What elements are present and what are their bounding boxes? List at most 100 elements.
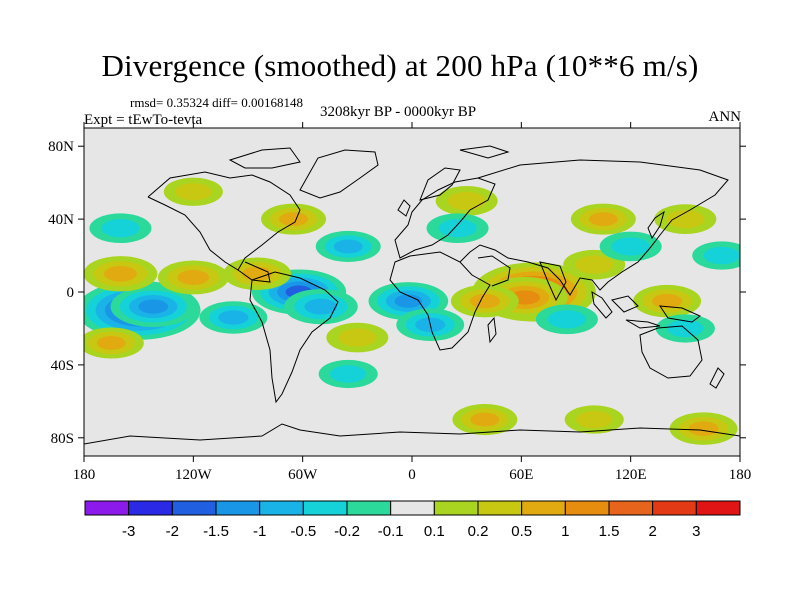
colorbar-label: -1	[253, 523, 266, 540]
colorbar-swatch	[433, 500, 479, 516]
anomaly-contour	[575, 255, 614, 274]
anomaly-contour	[469, 293, 500, 309]
anomaly-contour	[338, 328, 377, 347]
anomaly-contour	[438, 219, 477, 238]
anomaly-blob	[157, 260, 229, 295]
anomaly-blob	[450, 284, 519, 318]
colorbar-swatch	[521, 500, 566, 516]
colorbar-swatch	[171, 500, 217, 516]
anomaly-contour	[175, 183, 212, 201]
anomaly-blob	[426, 213, 489, 244]
x-tick-label: 60W	[288, 467, 318, 483]
anomaly-blob	[452, 404, 518, 436]
anomaly-contour	[394, 294, 423, 308]
anomaly-contour	[652, 293, 683, 309]
anomaly-contour	[447, 191, 486, 211]
anomaly-blob	[84, 256, 158, 292]
anomaly-blob	[326, 322, 389, 353]
anomaly-blob	[110, 286, 196, 328]
colorbar-swatch	[128, 500, 173, 516]
y-tick-label: 80N	[48, 139, 74, 155]
anomaly-blob	[315, 230, 381, 262]
colorbar-label: -3	[122, 523, 135, 540]
colorbar-label: -2	[166, 523, 179, 540]
anomaly-blob	[599, 231, 662, 262]
anomaly-blob	[435, 186, 498, 216]
anomaly-contour	[330, 365, 367, 383]
colorbar: -3 -2 -1.5 -1 -0.5 -0.2 -0.1 0.1 0.2 0.5 1 1.5 2 3	[84, 500, 741, 540]
colorbar-label: 0.2	[468, 523, 489, 540]
colorbar-label: 3	[692, 523, 700, 540]
anomaly-blob	[535, 304, 598, 335]
coastlines	[84, 145, 740, 445]
colorbar-label: 2	[648, 523, 656, 540]
colorbar-swatch	[564, 500, 610, 516]
colorbar-label: 1	[561, 523, 569, 540]
anomaly-contour	[611, 237, 650, 256]
anomaly-contour	[470, 412, 500, 427]
anomaly-blob	[199, 301, 268, 334]
colorbar-label: -0.5	[290, 523, 316, 540]
x-tick-label: 120E	[615, 467, 647, 483]
anomaly-blob	[163, 177, 223, 206]
colorbar-label: 0.5	[511, 523, 532, 540]
colorbar-swatch	[302, 500, 348, 516]
y-tick-label: 80S	[51, 431, 74, 447]
axis-ticks: 180 120W 60W 0 60E 120E 180 80N 40N 0 40S 80S	[48, 122, 751, 483]
chart-title: Divergence (smoothed) at 200 hPa (10**6 …	[101, 48, 699, 83]
colorbar-swatch	[259, 500, 304, 516]
colorbar-swatch	[390, 500, 435, 516]
anomaly-blob	[564, 405, 624, 434]
colorbar-label: -0.1	[378, 523, 404, 540]
colorbar-swatch	[477, 500, 523, 516]
anomaly-contour	[703, 246, 740, 265]
anomaly-contour	[588, 212, 618, 227]
anomaly-contour	[547, 310, 586, 329]
y-tick-label: 0	[67, 285, 75, 301]
anomaly-blob	[654, 204, 717, 234]
anomaly-contour	[576, 410, 613, 429]
anomaly-contour	[218, 310, 249, 325]
anomaly-blob	[261, 203, 327, 235]
colorbar-label: -1.5	[203, 523, 229, 540]
colorbar-label: -0.2	[334, 523, 360, 540]
anomaly-blob	[84, 327, 144, 359]
colorbar-label: 0.1	[424, 523, 445, 540]
x-tick-label: 0	[408, 467, 416, 483]
anomaly-blob	[570, 203, 636, 235]
anomaly-contour	[177, 269, 210, 285]
anomaly-blob	[318, 359, 378, 389]
anomaly-blob	[692, 241, 740, 270]
experiment-label: Expt = tEwTo-tevta	[84, 112, 203, 128]
period-label: 3208kyr BP - 0000kyr BP	[320, 104, 477, 120]
anomaly-contour	[666, 209, 705, 229]
anomaly-contour	[242, 266, 273, 281]
season-label: ANN	[708, 109, 742, 125]
colorbar-swatch	[215, 500, 261, 516]
x-tick-label: 180	[729, 467, 752, 483]
anomaly-contour	[333, 239, 363, 254]
y-tick-label: 40N	[48, 212, 74, 228]
anomaly-blob	[669, 412, 738, 445]
colorbar-swatch	[346, 500, 392, 516]
anomaly-blob	[284, 288, 358, 325]
x-tick-label: 180	[73, 467, 96, 483]
anomaly-contour	[138, 299, 169, 314]
anomaly-blob	[89, 213, 152, 244]
anomaly-contour	[279, 212, 308, 227]
colorbar-label: 1.5	[599, 523, 620, 540]
colorbar-swatch	[608, 500, 654, 516]
y-tick-label: 40S	[51, 358, 74, 374]
anomaly-contour	[688, 421, 719, 436]
colorbar-swatch	[652, 500, 697, 516]
anomaly-contour	[96, 336, 126, 350]
anomaly-contour	[304, 298, 338, 315]
rmsd-diff-stats: rmsd= 0.35324 diff= 0.00168148	[130, 95, 303, 110]
colorbar-swatch	[695, 500, 741, 516]
colorbar-swatch	[84, 500, 130, 516]
x-tick-label: 60E	[509, 467, 533, 483]
anomaly-contour	[101, 219, 140, 238]
anomaly-contour	[104, 265, 137, 282]
x-tick-label: 120W	[175, 467, 213, 483]
